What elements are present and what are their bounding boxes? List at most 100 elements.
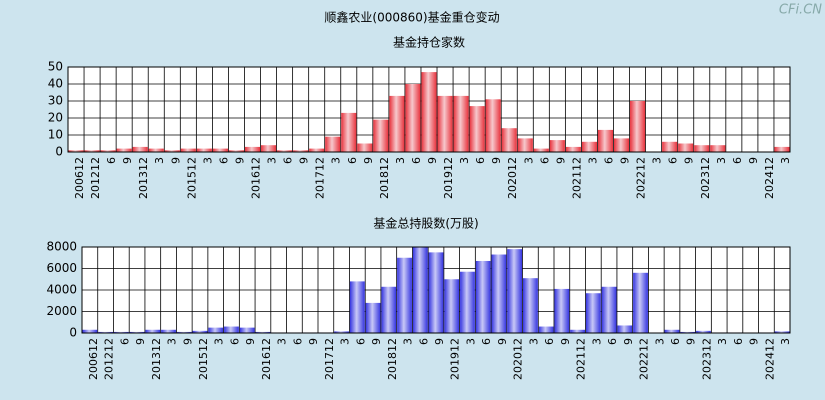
y-tick-label: 10	[48, 128, 63, 142]
x-tick-label: 9	[307, 338, 320, 345]
x-tick-label: 9	[244, 338, 257, 345]
bar	[664, 329, 680, 333]
x-tick-label: 6	[228, 338, 241, 345]
bar	[633, 272, 648, 333]
x-tick-label: 3	[586, 157, 599, 164]
x-tick-label: 3	[266, 157, 279, 164]
x-tick-label: 3	[779, 338, 792, 345]
x-tick-label: 201212	[103, 338, 116, 380]
bar	[334, 331, 349, 333]
x-tick-label: 9	[554, 157, 567, 164]
bar	[224, 326, 239, 333]
x-tick-label: 201212	[89, 157, 102, 199]
bar	[161, 329, 176, 333]
x-tick-label: 202112	[575, 338, 588, 380]
x-tick-label: 9	[362, 157, 375, 164]
bar	[113, 331, 129, 333]
bar	[581, 141, 597, 152]
x-tick-label: 9	[433, 338, 446, 345]
bar	[538, 326, 554, 333]
x-tick-label: 200612	[87, 338, 100, 380]
y-tick-label: 30	[48, 94, 63, 108]
plot-border	[67, 66, 791, 153]
bar	[597, 129, 614, 152]
y-tick-label: 20	[48, 111, 63, 125]
bar	[255, 331, 271, 333]
bar	[341, 112, 357, 152]
x-tick-label: 3	[276, 338, 289, 345]
bar	[349, 281, 365, 333]
bar	[100, 150, 116, 152]
x-tick-label: 201512	[185, 157, 198, 199]
watermark: CFi.CN	[779, 3, 822, 18]
bar	[421, 72, 437, 152]
x-tick-label: 9	[298, 157, 311, 164]
bar	[428, 252, 444, 333]
x-tick-label: 201612	[260, 338, 273, 380]
x-tick-label: 202012	[506, 157, 519, 199]
bar	[570, 329, 585, 333]
x-tick-label: 6	[731, 157, 744, 164]
x-tick-label: 3	[339, 338, 352, 345]
x-tick-label: 6	[282, 157, 295, 164]
x-tick-label: 3	[394, 157, 407, 164]
y-tick-label: 40	[48, 77, 63, 91]
x-tick-label: 6	[410, 157, 423, 164]
x-tick-label: 6	[480, 338, 493, 345]
bar	[617, 325, 633, 333]
x-tick-label: 201812	[378, 157, 391, 199]
bar	[132, 146, 148, 152]
bar	[601, 286, 617, 333]
x-tick-label: 202412	[763, 338, 776, 380]
x-tick-label: 9	[181, 338, 194, 345]
x-tick-label: 6	[346, 157, 359, 164]
x-tick-label: 3	[330, 157, 343, 164]
bar	[444, 279, 460, 333]
bar	[373, 119, 389, 152]
x-tick-label: 6	[354, 338, 367, 345]
x-tick-label: 6	[417, 338, 430, 345]
bar	[774, 331, 790, 333]
x-tick-label: 3	[716, 338, 729, 345]
bar	[309, 148, 325, 152]
bar	[116, 148, 132, 152]
x-tick-label: 9	[169, 157, 182, 164]
y-tick-label: 2000	[46, 304, 77, 318]
bar	[565, 146, 581, 152]
x-tick-label: 201712	[323, 338, 336, 380]
bar	[239, 327, 255, 333]
bar	[549, 140, 565, 152]
x-tick-label: 9	[490, 157, 503, 164]
page-title: 顺鑫农业(000860)基金重仓变动	[324, 10, 499, 25]
bar	[164, 150, 180, 152]
x-tick-label: 9	[121, 157, 134, 164]
x-tick-label: 9	[683, 157, 696, 164]
x-tick-label: 3	[166, 338, 179, 345]
bar	[630, 101, 646, 152]
bar	[397, 257, 412, 333]
x-tick-label: 3	[715, 157, 728, 164]
bar	[357, 143, 373, 152]
bar	[678, 143, 694, 152]
x-tick-label: 9	[619, 157, 632, 164]
x-tick-label: 202312	[700, 338, 713, 380]
x-tick-label: 9	[233, 157, 246, 164]
x-tick-label: 9	[747, 157, 760, 164]
bar	[381, 286, 397, 333]
plot-border	[81, 246, 791, 334]
y-tick-label: 50	[48, 60, 63, 74]
x-tick-label: 6	[217, 157, 230, 164]
x-tick-label: 201612	[250, 157, 263, 199]
bar	[585, 293, 601, 333]
x-tick-label: 9	[370, 338, 383, 345]
x-tick-label: 6	[606, 338, 619, 345]
x-tick-label: 6	[105, 157, 118, 164]
bar	[469, 106, 485, 152]
bar	[389, 95, 405, 152]
x-tick-label: 3	[779, 157, 792, 164]
bar	[517, 138, 533, 152]
bar	[613, 138, 630, 152]
bar	[192, 330, 208, 333]
bar	[533, 148, 549, 152]
bar	[696, 330, 711, 333]
